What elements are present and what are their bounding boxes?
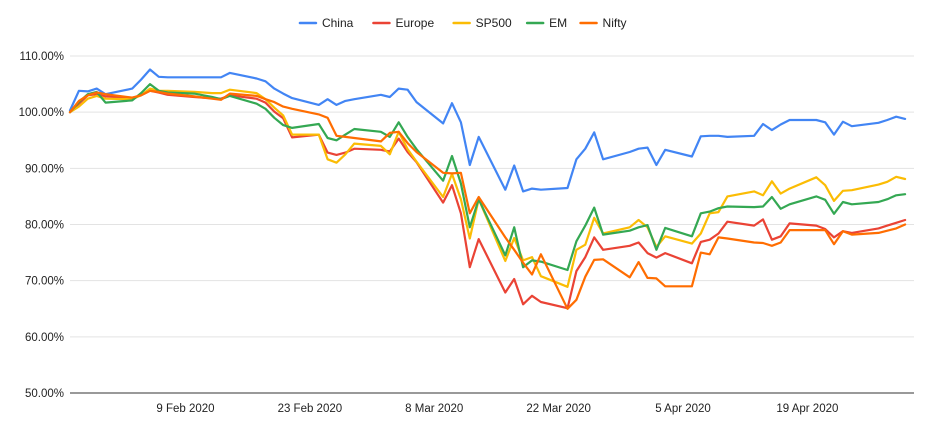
chart-legend: China Europe SP500 EM Nifty — [298, 16, 627, 30]
legend-item-nifty[interactable]: Nifty — [579, 16, 627, 30]
series-line-nifty — [68, 89, 907, 310]
legend-item-em[interactable]: EM — [525, 16, 567, 30]
legend-label: China — [322, 16, 354, 30]
x-tick-label: 19 Apr 2020 — [776, 403, 838, 415]
legend-item-china[interactable]: China — [298, 16, 354, 30]
x-axis: 9 Feb 2020 23 Feb 2020 8 Mar 2020 22 Mar 20… — [156, 403, 838, 415]
legend-label: Nifty — [603, 16, 627, 30]
series-line-europe — [68, 89, 907, 310]
y-tick-label: 100.00% — [19, 107, 64, 119]
x-tick-label: 9 Feb 2020 — [156, 403, 214, 415]
y-tick-label: 60.00% — [25, 332, 64, 344]
y-tick-label: 110.00% — [19, 51, 64, 63]
y-tick-label: 70.00% — [25, 276, 64, 288]
legend-label: Europe — [395, 16, 434, 30]
y-tick-label: 90.00% — [25, 163, 64, 175]
y-axis: 50.00% 60.00% 70.00% 80.00% 90.00% 100.00% 110… — [19, 51, 64, 400]
x-tick-label: 8 Mar 2020 — [405, 403, 463, 415]
y-tick-label: 50.00% — [25, 388, 64, 400]
legend-item-sp500[interactable]: SP500 — [452, 16, 512, 30]
y-tick-label: 80.00% — [25, 220, 64, 232]
x-tick-label: 22 Mar 2020 — [526, 403, 591, 415]
series-line-china — [68, 68, 907, 193]
legend-label: SP500 — [476, 16, 512, 30]
x-tick-label: 5 Apr 2020 — [655, 403, 711, 415]
series-lines — [68, 68, 907, 310]
x-tick-label: 23 Feb 2020 — [278, 403, 343, 415]
legend-item-europe[interactable]: Europe — [372, 16, 434, 30]
legend-label: EM — [549, 16, 567, 30]
y-gridlines — [70, 55, 914, 394]
